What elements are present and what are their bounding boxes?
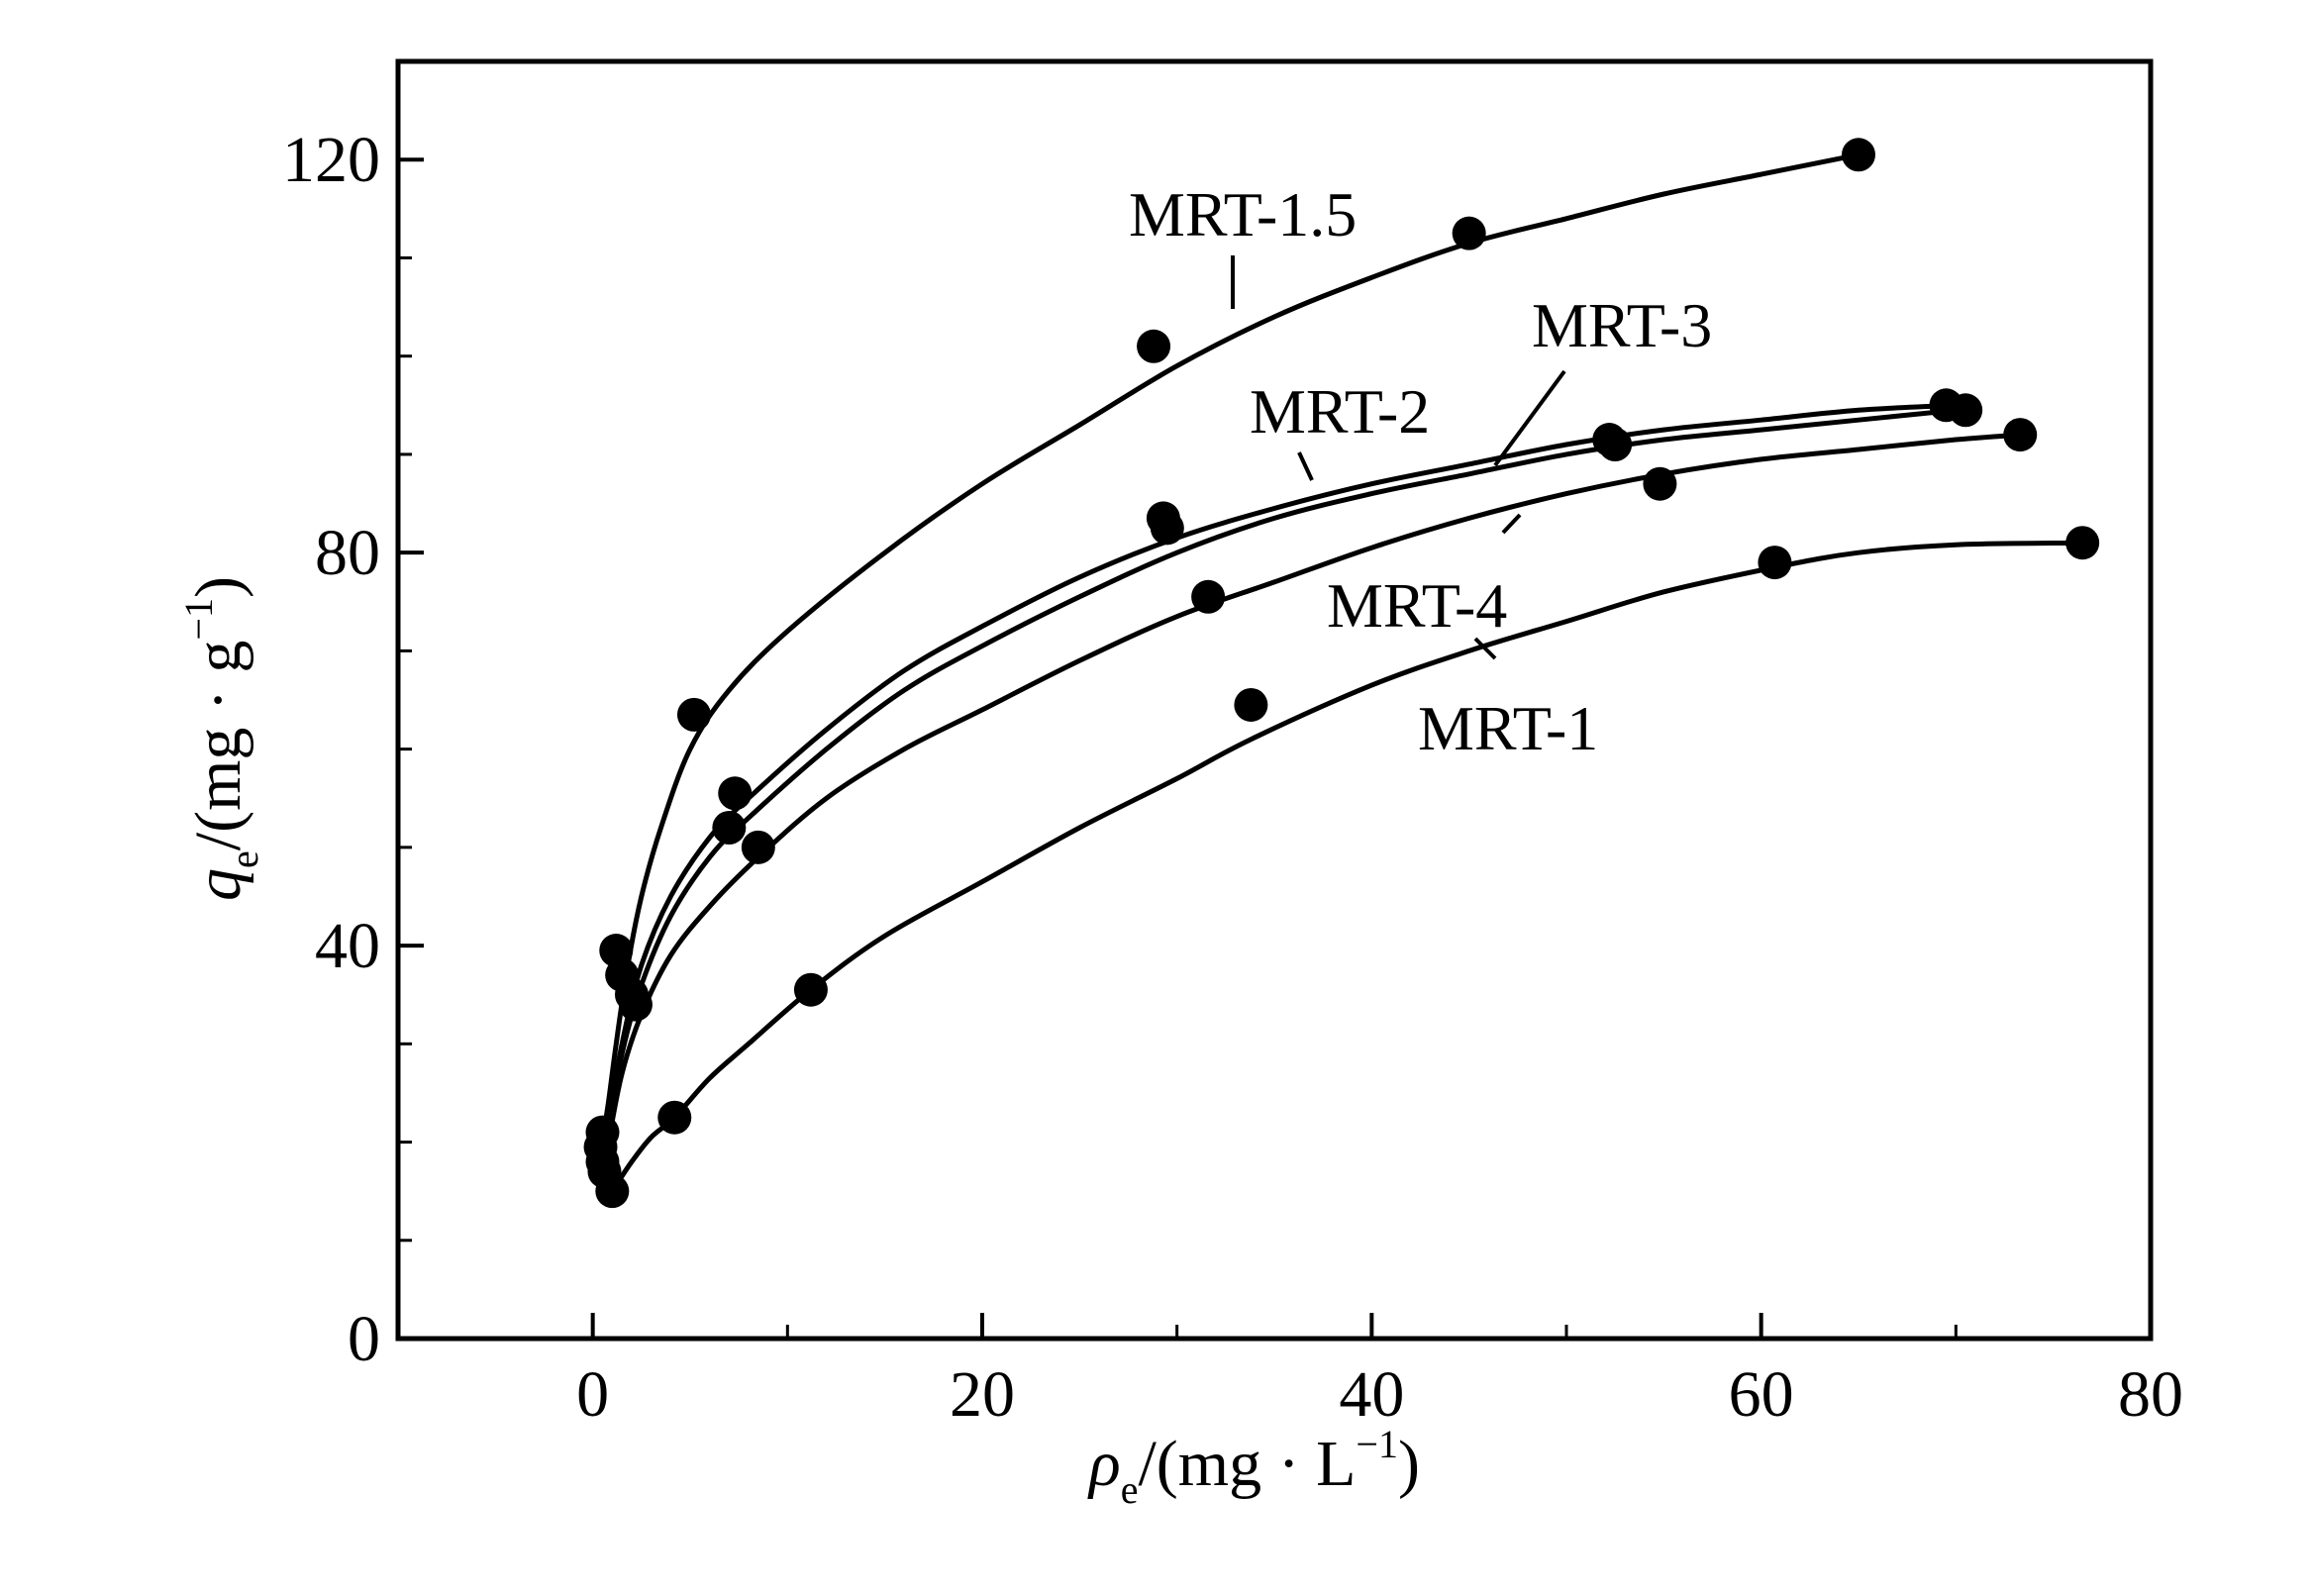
- x-axis-unit-suffix: ): [1398, 1428, 1420, 1500]
- x-axis-title: ρe/(mg · L−1): [1087, 1422, 1420, 1512]
- label-leader-line: [1501, 513, 1522, 535]
- axis-ticks: [398, 157, 2153, 1341]
- x-tick-label: 20: [950, 1358, 1015, 1431]
- data-point-mrt-2: [718, 776, 753, 811]
- data-point-mrt-1-5: [1842, 138, 1875, 172]
- x-axis-subscript: e: [1121, 1467, 1139, 1512]
- x-tick-label: 40: [1339, 1358, 1404, 1431]
- series-curves: [596, 151, 2085, 1194]
- series-line-mrt-1-5: [598, 151, 1861, 1154]
- data-point-mrt-1: [1234, 687, 1268, 722]
- y-axis-unit-prefix: /(mg · g: [182, 641, 254, 851]
- data-point-mrt-4: [1191, 579, 1226, 614]
- series-markers: [583, 138, 2100, 1209]
- data-point-mrt-1-5: [676, 697, 711, 732]
- data-point-mrt-1: [595, 1174, 630, 1209]
- series-label-mrt-1: MRT-1: [1418, 693, 1598, 763]
- data-point-mrt-3: [712, 811, 747, 845]
- label-leader-line: [1297, 451, 1314, 481]
- series-line-mrt-4: [596, 432, 2023, 1194]
- data-point-mrt-3: [1150, 511, 1184, 546]
- x-tick-label: 80: [2118, 1358, 2183, 1431]
- y-axis-title: qe/(mg · g−1): [176, 576, 266, 901]
- series-label-mrt-3: MRT-3: [1532, 290, 1712, 360]
- label-leader-line: [1473, 637, 1497, 660]
- data-point-mrt-3: [1949, 393, 1983, 428]
- data-point-mrt-4: [1643, 466, 1677, 501]
- data-point-mrt-1-5: [1452, 216, 1486, 250]
- axis-tick-labels: 0 20 40 60 80 0 40 80 120: [282, 124, 2183, 1431]
- plot-area-frame: [395, 58, 2154, 1342]
- data-point-mrt-3: [1598, 428, 1633, 461]
- series-label-mrt-2: MRT-2: [1250, 376, 1430, 447]
- y-tick-label: 80: [315, 517, 380, 589]
- data-point-mrt-4: [618, 987, 653, 1022]
- data-point-mrt-1: [2065, 526, 2100, 560]
- series-label-leaders: [1231, 255, 1566, 660]
- series-line-mrt-2: [596, 402, 1959, 1174]
- data-point-mrt-1: [657, 1100, 692, 1135]
- data-point-mrt-1: [793, 972, 828, 1007]
- x-axis-symbol: ρ: [1087, 1428, 1121, 1500]
- y-tick-label: 120: [282, 124, 380, 196]
- series-label-mrt-4: MRT-4: [1327, 570, 1507, 641]
- data-point-mrt-1: [1758, 546, 1792, 580]
- y-tick-label: 0: [348, 1303, 380, 1375]
- x-tick-label: 60: [1729, 1358, 1794, 1431]
- y-axis-unit-sup: −1: [176, 598, 221, 641]
- y-axis-unit-suffix: ): [182, 576, 254, 598]
- y-tick-label: 40: [315, 910, 380, 982]
- data-point-mrt-4: [741, 830, 775, 864]
- series-label-mrt-1-5: MRT-1.5: [1129, 179, 1357, 249]
- y-axis-symbol: q: [182, 868, 254, 901]
- series-line-mrt-3: [596, 407, 1959, 1184]
- data-point-mrt-1-5: [1137, 329, 1171, 363]
- x-axis-unit-sup: −1: [1356, 1422, 1398, 1466]
- x-tick-label: 0: [576, 1358, 609, 1431]
- label-leader-line: [1493, 369, 1566, 467]
- data-point-mrt-4: [2003, 418, 2038, 452]
- y-axis-subscript: e: [222, 850, 266, 868]
- x-axis-unit-prefix: /(mg · L: [1138, 1428, 1356, 1500]
